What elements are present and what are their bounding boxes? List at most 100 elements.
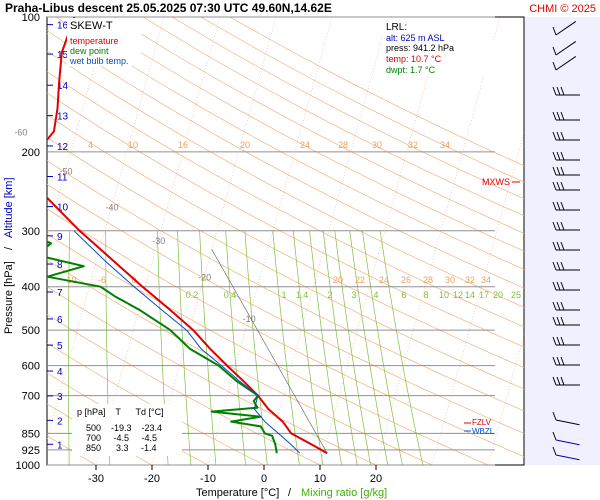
- level-table-row: 850 3.3 -1.4: [86, 443, 157, 453]
- wind-barb-flag: [556, 241, 561, 251]
- adiabat-label: 30: [445, 275, 455, 285]
- wind-barb-flag: [560, 221, 565, 231]
- y-axis-label-pressure: Pressure [hPa]: [3, 261, 15, 334]
- wbzl-label: WBZL: [472, 427, 495, 436]
- level-table-box: [72, 404, 182, 456]
- mixing-ratio-label: 4: [373, 290, 378, 300]
- isotherm-lines: [47, 17, 524, 465]
- wind-barb-flag: [552, 181, 557, 191]
- wind-barb-flag: [552, 446, 557, 456]
- wind-barb-flag: [560, 86, 565, 96]
- x-tick-label: -20: [144, 473, 160, 485]
- mixing-ratio-label: 20: [493, 290, 503, 300]
- pressure-tick-label: 600: [22, 361, 40, 373]
- temperature-line: [47, 17, 328, 455]
- dry-adiabat: [47, 114, 524, 369]
- wind-barb-flag: [560, 111, 565, 121]
- mxws-label: MXWS: [482, 177, 510, 187]
- lrl-press: press: 941.2 hPa: [386, 43, 454, 53]
- dry-adiabat: [47, 92, 524, 348]
- altitude-tick-label: 2: [57, 416, 63, 427]
- wind-barb-flag: [552, 26, 557, 36]
- adiabat-label: 30: [372, 140, 382, 150]
- adiabat-label: 20: [240, 140, 250, 150]
- mixing-ratio-line: [244, 230, 268, 465]
- pressure-tick-label: 300: [22, 226, 40, 238]
- mixing-ratio-line: [68, 230, 70, 465]
- isotherm: [47, 17, 109, 239]
- dry-adiabat: [142, 17, 524, 217]
- wind-barb-flag: [556, 281, 561, 291]
- isotherm: [319, 17, 445, 465]
- wind-barb-flag: [552, 431, 557, 441]
- wind-barb-flag: [552, 336, 557, 346]
- wind-barb-flag: [556, 151, 561, 161]
- isotherm-label: -60: [14, 127, 27, 137]
- x-tick-label: -30: [88, 473, 104, 485]
- wind-barb-flag: [556, 336, 561, 346]
- altitude-tick-label: 14: [57, 81, 69, 92]
- adiabat-label: 32: [408, 140, 418, 150]
- dry-adiabat: [171, 17, 524, 200]
- wind-barb-flag: [560, 166, 565, 176]
- dry-adiabat: [47, 30, 524, 289]
- wind-barb-flag: [552, 201, 557, 211]
- wind-barb: [555, 41, 577, 56]
- adiabat-label: 22: [355, 275, 365, 285]
- wind-barb-flag: [552, 281, 557, 291]
- adiabat-label: 28: [423, 275, 433, 285]
- credit-label: CHMI © 2025: [529, 3, 596, 15]
- mixing-ratio-line: [362, 230, 403, 465]
- parcel-line: [211, 249, 328, 454]
- pressure-tick-label: 700: [22, 391, 40, 403]
- dry-adiabat: [47, 50, 524, 308]
- mixing-ratio-line: [177, 230, 192, 465]
- adiabat-label: 32: [465, 275, 475, 285]
- altitude-tick-label: 13: [57, 112, 69, 123]
- mixing-ratio-label: 12: [453, 290, 463, 300]
- wind-barb-flag: [552, 411, 557, 421]
- legend-temperature: temperature: [70, 36, 119, 46]
- dry-adiabat: [47, 71, 524, 328]
- x-tick-label: -10: [200, 473, 216, 485]
- wind-panel: [525, 17, 600, 465]
- wind-barb-flag: [552, 151, 557, 161]
- dry-adiabat: [113, 17, 524, 234]
- adiabat-label: 20: [333, 275, 343, 285]
- level-table-row: 700 -4.5 -4.5: [86, 433, 157, 443]
- profile-lines: [47, 17, 328, 455]
- x-tick-label: 10: [314, 473, 326, 485]
- altitude-tick-label: 3: [57, 392, 63, 403]
- wind-barb-flag: [552, 261, 557, 271]
- y-axis-label-separator: /: [3, 246, 15, 250]
- mixing-ratio-label: 3: [351, 290, 356, 300]
- wind-barb-flag: [552, 316, 557, 326]
- dry-adiabat: [84, 17, 524, 252]
- isotherm: [207, 17, 333, 465]
- wind-barb-flag: [556, 376, 561, 386]
- adiabat-label: 16: [178, 140, 188, 150]
- adiabat-label: 28: [338, 140, 348, 150]
- adiabat-label: 4: [88, 140, 93, 150]
- wind-barb-flag: [560, 181, 565, 191]
- mixing-ratio-label: 6: [401, 290, 406, 300]
- adiabat-label: 24: [300, 140, 310, 150]
- isotherm: [95, 17, 221, 465]
- adiabat-label: 34: [481, 275, 491, 285]
- legend-box: [67, 18, 141, 66]
- x-tick-label: 0: [261, 473, 267, 485]
- x-axis-label-separator: /: [288, 487, 292, 499]
- x-axis-label-temperature: Temperature [°C]: [196, 487, 279, 499]
- wind-barb-flag: [560, 376, 565, 386]
- wind-barb-flag: [552, 86, 557, 96]
- altitude-tick-label: 9: [57, 232, 63, 243]
- dewpoint-line: [47, 240, 278, 454]
- adiabat-label: 10: [128, 140, 138, 150]
- isotherm: [47, 17, 165, 441]
- isotherm-label: -30: [152, 236, 165, 246]
- wind-barb-flag: [556, 111, 561, 121]
- y-axis-label: Pressure [hPa] / Altitude [km]: [3, 177, 15, 334]
- wind-barb-flag: [556, 316, 561, 326]
- wind-barb-flag: [552, 241, 557, 251]
- adiabat-label: 34: [440, 140, 450, 150]
